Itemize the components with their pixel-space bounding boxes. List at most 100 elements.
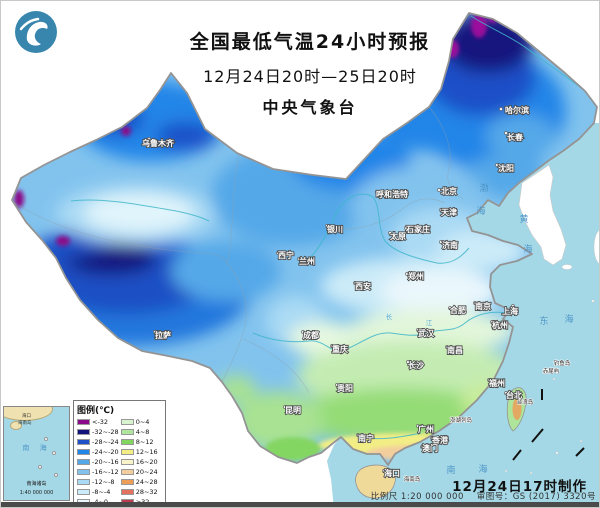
city-marker: 西宁 — [276, 249, 295, 261]
legend-label: 24~28 — [135, 478, 158, 486]
map-scale-line: 比例尺 1:20 000 000 审图号：GS (2017) 3320号 — [371, 490, 596, 502]
legend-item: 4~8 — [120, 427, 162, 437]
legend-rows: <-32 0~4 -32~-28 4~8 -28~-24 8~12 -24~-20 12~16… — [77, 417, 162, 507]
legend-item: -16~-12 — [77, 467, 119, 477]
city-marker: 乌鲁木齐 — [141, 137, 176, 149]
city-dot — [445, 345, 449, 349]
city-name: 济南 — [442, 240, 458, 250]
jeju-island — [561, 264, 573, 270]
sea-name-char: 黄 — [519, 213, 528, 225]
legend-swatch — [120, 459, 134, 465]
island-name: 澎湖列岛 — [450, 416, 473, 424]
city-name: 上海 — [502, 306, 518, 316]
city-dot — [375, 190, 379, 194]
cma-dragon-logo — [15, 11, 57, 53]
city-marker: 昆明 — [283, 404, 302, 416]
city-marker: 长沙 — [406, 359, 425, 371]
sea-area — [327, 123, 599, 507]
city-marker: 合肥 — [448, 304, 467, 316]
bottom-border-bar — [1, 502, 599, 507]
legend-swatch — [77, 449, 90, 455]
city-name: 太原 — [389, 231, 406, 241]
city-name: 海口 — [384, 468, 400, 478]
review-number: 审图号：GS (2017) 3320号 — [476, 492, 596, 502]
province-borders — [14, 106, 464, 394]
legend-item: -32~-28 — [77, 427, 119, 437]
city-dot — [406, 360, 410, 364]
river-name-char: 长 — [386, 312, 393, 321]
sea-name-char: 海 — [476, 205, 485, 217]
legend-swatch — [77, 439, 90, 445]
city-name: 沈阳 — [498, 163, 514, 173]
city-name: 拉萨 — [155, 330, 171, 340]
city-marker: 太原 — [388, 230, 407, 242]
sea-name-char: 海 — [478, 463, 487, 475]
legend-title: 图例(℃) — [77, 406, 115, 416]
legend-swatch — [77, 429, 90, 435]
legend-label: -8~-4 — [92, 488, 111, 496]
legend-label: 4~8 — [135, 428, 150, 436]
city-marker: 海口 — [382, 467, 401, 479]
city-name: 重庆 — [332, 344, 348, 354]
city-name: 福州 — [488, 378, 505, 388]
city-dot — [356, 433, 360, 437]
legend-label: -32~-28 — [92, 428, 119, 436]
city-dot — [495, 163, 499, 167]
city-dot — [499, 107, 503, 111]
legend-item: 20~24 — [120, 467, 162, 477]
city-marker: 沈阳 — [495, 162, 515, 174]
legend-swatch — [77, 469, 90, 475]
legend-swatch — [77, 479, 90, 485]
city-name: 南京 — [475, 301, 491, 311]
inset-city-label: 海口 — [22, 414, 31, 419]
city-dot — [504, 391, 508, 395]
city-marker: 成都 — [301, 329, 320, 341]
city-dot — [330, 344, 334, 348]
city-dot — [490, 320, 494, 324]
city-dot — [297, 257, 301, 261]
legend-item: -28~-24 — [77, 437, 119, 447]
city-dot — [473, 301, 477, 305]
island-name: 钓鱼岛 — [554, 359, 571, 367]
city-name: 南昌 — [447, 345, 463, 355]
city-name: 昆明 — [285, 405, 301, 415]
river-name-char: 江 — [426, 319, 433, 327]
city-marker: 贵阳 — [335, 382, 354, 394]
legend-swatch — [120, 489, 134, 495]
city-name: 长沙 — [408, 360, 424, 370]
small-islands — [464, 299, 595, 475]
city-name: 贵阳 — [337, 383, 353, 393]
city-name: 石家庄 — [405, 224, 430, 234]
city-dot — [437, 188, 441, 192]
city-name: 南宁 — [358, 433, 374, 443]
city-name: 西安 — [355, 281, 371, 291]
city-dot — [353, 281, 357, 285]
city-marker: 银川 — [325, 223, 344, 235]
legend-item: 24~28 — [120, 477, 162, 487]
city-marker: 济南 — [439, 239, 459, 251]
legend-label: 0~4 — [135, 418, 150, 426]
legend-item: 0~4 — [120, 417, 162, 427]
city-dot — [325, 224, 329, 228]
legend-item: -12~-8 — [77, 477, 119, 487]
city-marker: 杭州 — [490, 319, 509, 331]
city-marker: 长春 — [504, 131, 524, 143]
river-labels: 长江 — [386, 312, 433, 327]
legend-label: 20~24 — [135, 468, 158, 476]
city-marker: 拉萨 — [153, 329, 172, 341]
sea-name-char: 东 — [539, 315, 548, 327]
legend-swatch — [120, 469, 134, 475]
island-name: 台湾岛 — [517, 398, 534, 406]
legend-swatch — [77, 489, 90, 495]
island-name: 赤尾屿 — [543, 367, 560, 375]
china-outline — [11, 12, 598, 466]
rivers — [70, 15, 586, 440]
legend-swatch — [77, 419, 90, 425]
sea-name-char: 南 — [446, 464, 455, 476]
city-marker: 呼和浩特 — [375, 188, 409, 200]
city-dot — [382, 469, 386, 473]
city-marker: 兰州 — [297, 255, 316, 267]
sea-name-char: 海 — [523, 243, 532, 255]
city-name: 西宁 — [278, 250, 294, 260]
